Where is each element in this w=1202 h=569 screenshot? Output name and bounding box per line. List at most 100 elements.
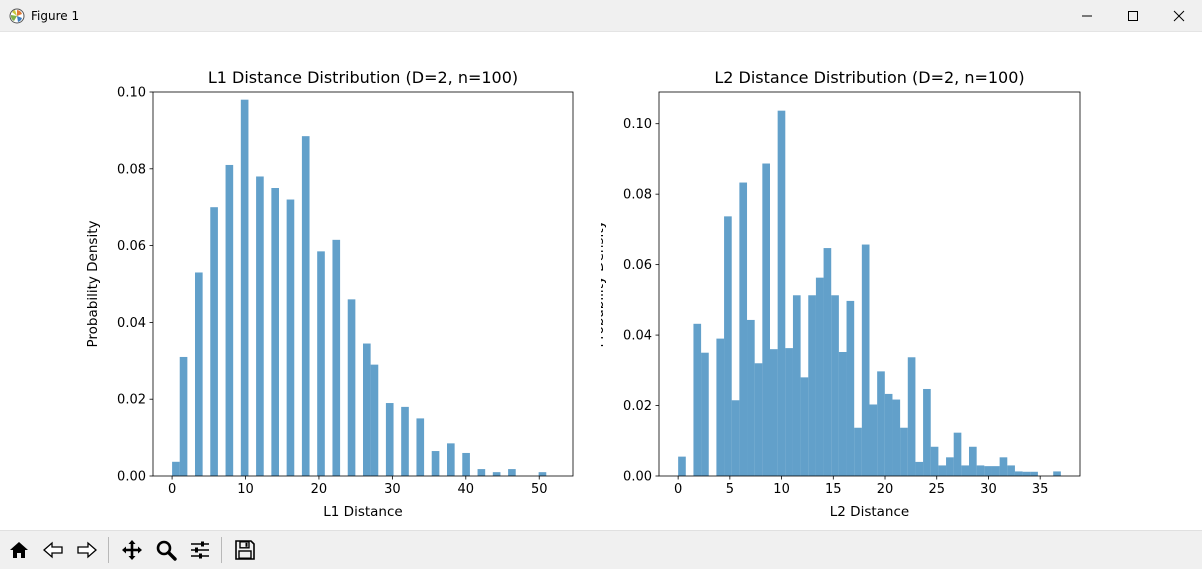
histogram-bar <box>900 427 908 476</box>
zoom-icon <box>156 540 177 561</box>
toolbar-separator <box>108 537 109 563</box>
histogram-bar <box>854 427 862 476</box>
figure-canvas: 0 10 20 30 40 50 0.00 0.02 0.04 0.06 0.08 0.10 L1 Di… <box>0 32 1202 530</box>
histogram-bar <box>923 388 931 476</box>
y-tick-label: 0.10 <box>623 117 652 132</box>
x-tick-label: 5 <box>726 482 734 497</box>
x-tick-label: 20 <box>877 482 894 497</box>
histogram-bar <box>769 349 778 476</box>
histogram-bar <box>701 352 709 476</box>
y-tick-label: 0.00 <box>623 470 652 485</box>
histogram-bar <box>739 182 748 477</box>
histogram-bar <box>492 472 501 476</box>
histogram-bar <box>693 323 702 476</box>
histogram-bar <box>462 452 470 476</box>
histogram-bar <box>884 393 893 476</box>
x-tick-label: 50 <box>531 482 548 497</box>
configure-subplots-button[interactable] <box>185 535 215 565</box>
pan-button[interactable] <box>117 535 147 565</box>
save-button[interactable] <box>230 535 260 565</box>
histogram-bar <box>785 348 793 476</box>
histogram-bar <box>930 446 939 476</box>
histogram-bar <box>976 465 985 476</box>
y-tick-label: 0.02 <box>623 399 652 414</box>
histogram-bar <box>892 399 901 476</box>
histogram-bar <box>317 251 325 476</box>
histogram-bar <box>1014 471 1023 476</box>
histogram-bar <box>861 244 870 476</box>
histogram-bar <box>907 357 916 476</box>
histogram-bar <box>477 469 486 476</box>
histogram-bar <box>777 110 786 476</box>
window-controls <box>1064 0 1202 31</box>
x-tick-label: 15 <box>825 482 842 497</box>
x-axis-label: L1 Distance <box>323 504 402 520</box>
y-tick-label: 0.02 <box>117 393 146 408</box>
histogram-bar <box>991 466 1000 476</box>
histogram-bar <box>762 163 770 476</box>
histogram-bar <box>401 406 409 476</box>
close-icon <box>1173 10 1185 21</box>
histogram-bar <box>823 248 832 476</box>
x-tick-label: 20 <box>311 482 328 497</box>
forward-button[interactable] <box>72 535 102 565</box>
histogram-bar <box>1007 465 1015 476</box>
y-tick-label: 0.04 <box>623 329 652 344</box>
zoom-button[interactable] <box>151 535 181 565</box>
histogram-bar <box>678 456 686 476</box>
histogram-bar <box>538 472 547 476</box>
histogram-bar <box>447 443 455 476</box>
histogram-bar <box>385 403 394 476</box>
histogram-bar <box>800 377 809 476</box>
histogram-bar <box>179 356 188 476</box>
x-tick-label: 30 <box>980 482 997 497</box>
x-tick-label: 0 <box>674 482 682 497</box>
home-icon <box>10 542 28 558</box>
close-button[interactable] <box>1156 0 1202 31</box>
x-tick-label: 0 <box>168 482 176 497</box>
back-button[interactable] <box>38 535 68 565</box>
axes-frame <box>658 91 1081 477</box>
histogram-bar <box>877 371 885 476</box>
x-tick-label: 40 <box>458 482 475 497</box>
chart-title: L2 Distance Distribution (D=2, n=100) <box>714 68 1024 87</box>
histogram-bar <box>938 465 947 476</box>
home-button[interactable] <box>4 535 34 565</box>
minimize-button[interactable] <box>1064 0 1110 31</box>
histogram-bar <box>961 465 970 476</box>
navigation-toolbar <box>0 530 1202 569</box>
histogram-bar <box>984 466 992 476</box>
save-icon <box>235 540 255 560</box>
y-tick-label: 0.04 <box>117 316 146 331</box>
forward-icon <box>77 541 97 559</box>
matplotlib-logo-icon <box>9 8 25 23</box>
x-tick-label: 25 <box>928 482 945 497</box>
histogram-bar <box>195 272 203 476</box>
toolbar-separator <box>221 537 222 563</box>
chart-l2-distance: 0 5 10 15 20 25 30 35 0.00 0.02 0.04 0.06 0.08 0.10 L2… <box>601 68 1081 520</box>
histogram-bar <box>256 176 264 477</box>
histogram-bar <box>831 295 839 476</box>
y-tick-label: 0.00 <box>117 470 146 485</box>
configure-icon <box>191 541 209 559</box>
histogram-bar <box>370 364 379 476</box>
histogram-bar <box>271 188 279 476</box>
histogram-bar <box>869 404 878 476</box>
minimize-icon <box>1082 15 1092 16</box>
x-axis-label: L2 Distance <box>830 504 909 520</box>
histogram-bar <box>792 295 801 476</box>
maximize-button[interactable] <box>1110 0 1156 31</box>
histogram-bar <box>416 418 425 476</box>
x-tick-label: 10 <box>237 482 254 497</box>
histogram-bar <box>286 199 295 476</box>
histogram-bar <box>431 451 440 476</box>
histogram-bar <box>210 207 218 476</box>
histogram-bar <box>508 469 516 476</box>
axes-frame <box>152 91 574 477</box>
window-titlebar: Figure 1 <box>0 0 1202 32</box>
histogram-bar <box>815 277 824 476</box>
histogram-bar <box>946 457 954 476</box>
histogram-bar <box>1053 471 1061 476</box>
pan-icon <box>122 540 142 560</box>
window-title: Figure 1 <box>31 8 80 23</box>
